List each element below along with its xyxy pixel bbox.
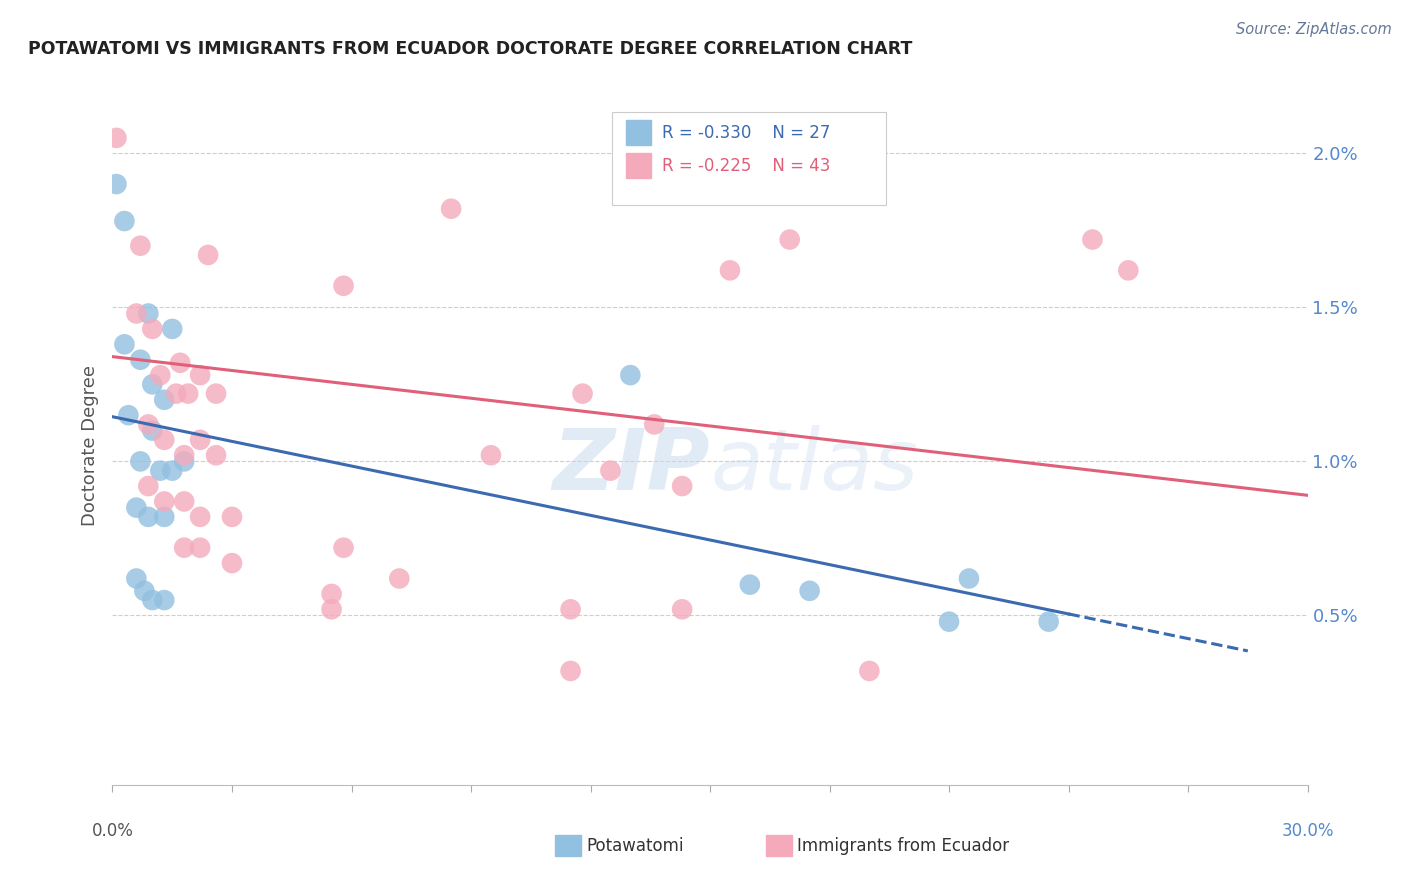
Point bbox=[153, 593, 176, 607]
Y-axis label: Doctorate Degree: Doctorate Degree bbox=[80, 366, 98, 526]
Point bbox=[779, 233, 801, 247]
Text: atlas: atlas bbox=[710, 425, 918, 508]
Point bbox=[221, 509, 243, 524]
Point bbox=[1081, 233, 1104, 247]
Point bbox=[197, 248, 219, 262]
Point bbox=[105, 177, 128, 191]
Point bbox=[221, 556, 243, 570]
Point bbox=[169, 356, 191, 370]
Point bbox=[560, 602, 582, 616]
Point bbox=[799, 583, 821, 598]
Point bbox=[1038, 615, 1060, 629]
Point bbox=[173, 494, 195, 508]
Point bbox=[619, 368, 641, 383]
Point bbox=[321, 602, 343, 616]
Text: Source: ZipAtlas.com: Source: ZipAtlas.com bbox=[1236, 22, 1392, 37]
Point bbox=[205, 448, 228, 462]
Point bbox=[560, 664, 582, 678]
Point bbox=[165, 386, 187, 401]
Point bbox=[138, 479, 160, 493]
Point bbox=[173, 454, 195, 468]
Point bbox=[173, 448, 195, 462]
Point bbox=[205, 386, 228, 401]
Point bbox=[134, 583, 156, 598]
Point bbox=[718, 263, 741, 277]
Point bbox=[141, 322, 163, 336]
Point bbox=[671, 602, 693, 616]
Point bbox=[957, 572, 980, 586]
Text: ZIP: ZIP bbox=[553, 425, 710, 508]
Point bbox=[162, 322, 183, 336]
Point bbox=[173, 541, 195, 555]
Point bbox=[188, 433, 211, 447]
Point bbox=[125, 572, 148, 586]
Point bbox=[321, 587, 343, 601]
Text: R = -0.225    N = 43: R = -0.225 N = 43 bbox=[662, 157, 831, 175]
Point bbox=[153, 392, 176, 407]
Point bbox=[153, 509, 176, 524]
Point bbox=[643, 417, 665, 432]
Point bbox=[388, 572, 411, 586]
Point bbox=[149, 464, 172, 478]
Point bbox=[188, 368, 211, 383]
Point bbox=[332, 278, 354, 293]
Text: 0.0%: 0.0% bbox=[91, 822, 134, 840]
Point bbox=[738, 577, 761, 591]
Point bbox=[114, 214, 135, 228]
Point bbox=[129, 454, 152, 468]
Point bbox=[125, 500, 148, 515]
Point bbox=[479, 448, 502, 462]
Point bbox=[599, 464, 621, 478]
Text: Immigrants from Ecuador: Immigrants from Ecuador bbox=[797, 837, 1010, 855]
Point bbox=[671, 479, 693, 493]
Point bbox=[138, 509, 160, 524]
Point bbox=[114, 337, 135, 351]
Point bbox=[440, 202, 463, 216]
Point bbox=[141, 424, 163, 438]
Point bbox=[858, 664, 880, 678]
Point bbox=[153, 494, 176, 508]
Point bbox=[138, 417, 160, 432]
Point bbox=[129, 352, 152, 367]
Text: Potawatomi: Potawatomi bbox=[586, 837, 683, 855]
Point bbox=[141, 377, 163, 392]
Text: 30.0%: 30.0% bbox=[1281, 822, 1334, 840]
Point bbox=[149, 368, 172, 383]
Point bbox=[105, 131, 128, 145]
Point bbox=[129, 238, 152, 252]
Point bbox=[125, 306, 148, 320]
Point bbox=[332, 541, 354, 555]
Point bbox=[162, 464, 183, 478]
Point bbox=[141, 593, 163, 607]
Point bbox=[188, 509, 211, 524]
Point bbox=[938, 615, 960, 629]
Point bbox=[153, 433, 176, 447]
Point bbox=[177, 386, 200, 401]
Point bbox=[188, 541, 211, 555]
Point bbox=[571, 386, 593, 401]
Point bbox=[117, 408, 139, 422]
Text: R = -0.330    N = 27: R = -0.330 N = 27 bbox=[662, 124, 831, 142]
Point bbox=[138, 306, 160, 320]
Point bbox=[1118, 263, 1140, 277]
Text: POTAWATOMI VS IMMIGRANTS FROM ECUADOR DOCTORATE DEGREE CORRELATION CHART: POTAWATOMI VS IMMIGRANTS FROM ECUADOR DO… bbox=[28, 40, 912, 58]
